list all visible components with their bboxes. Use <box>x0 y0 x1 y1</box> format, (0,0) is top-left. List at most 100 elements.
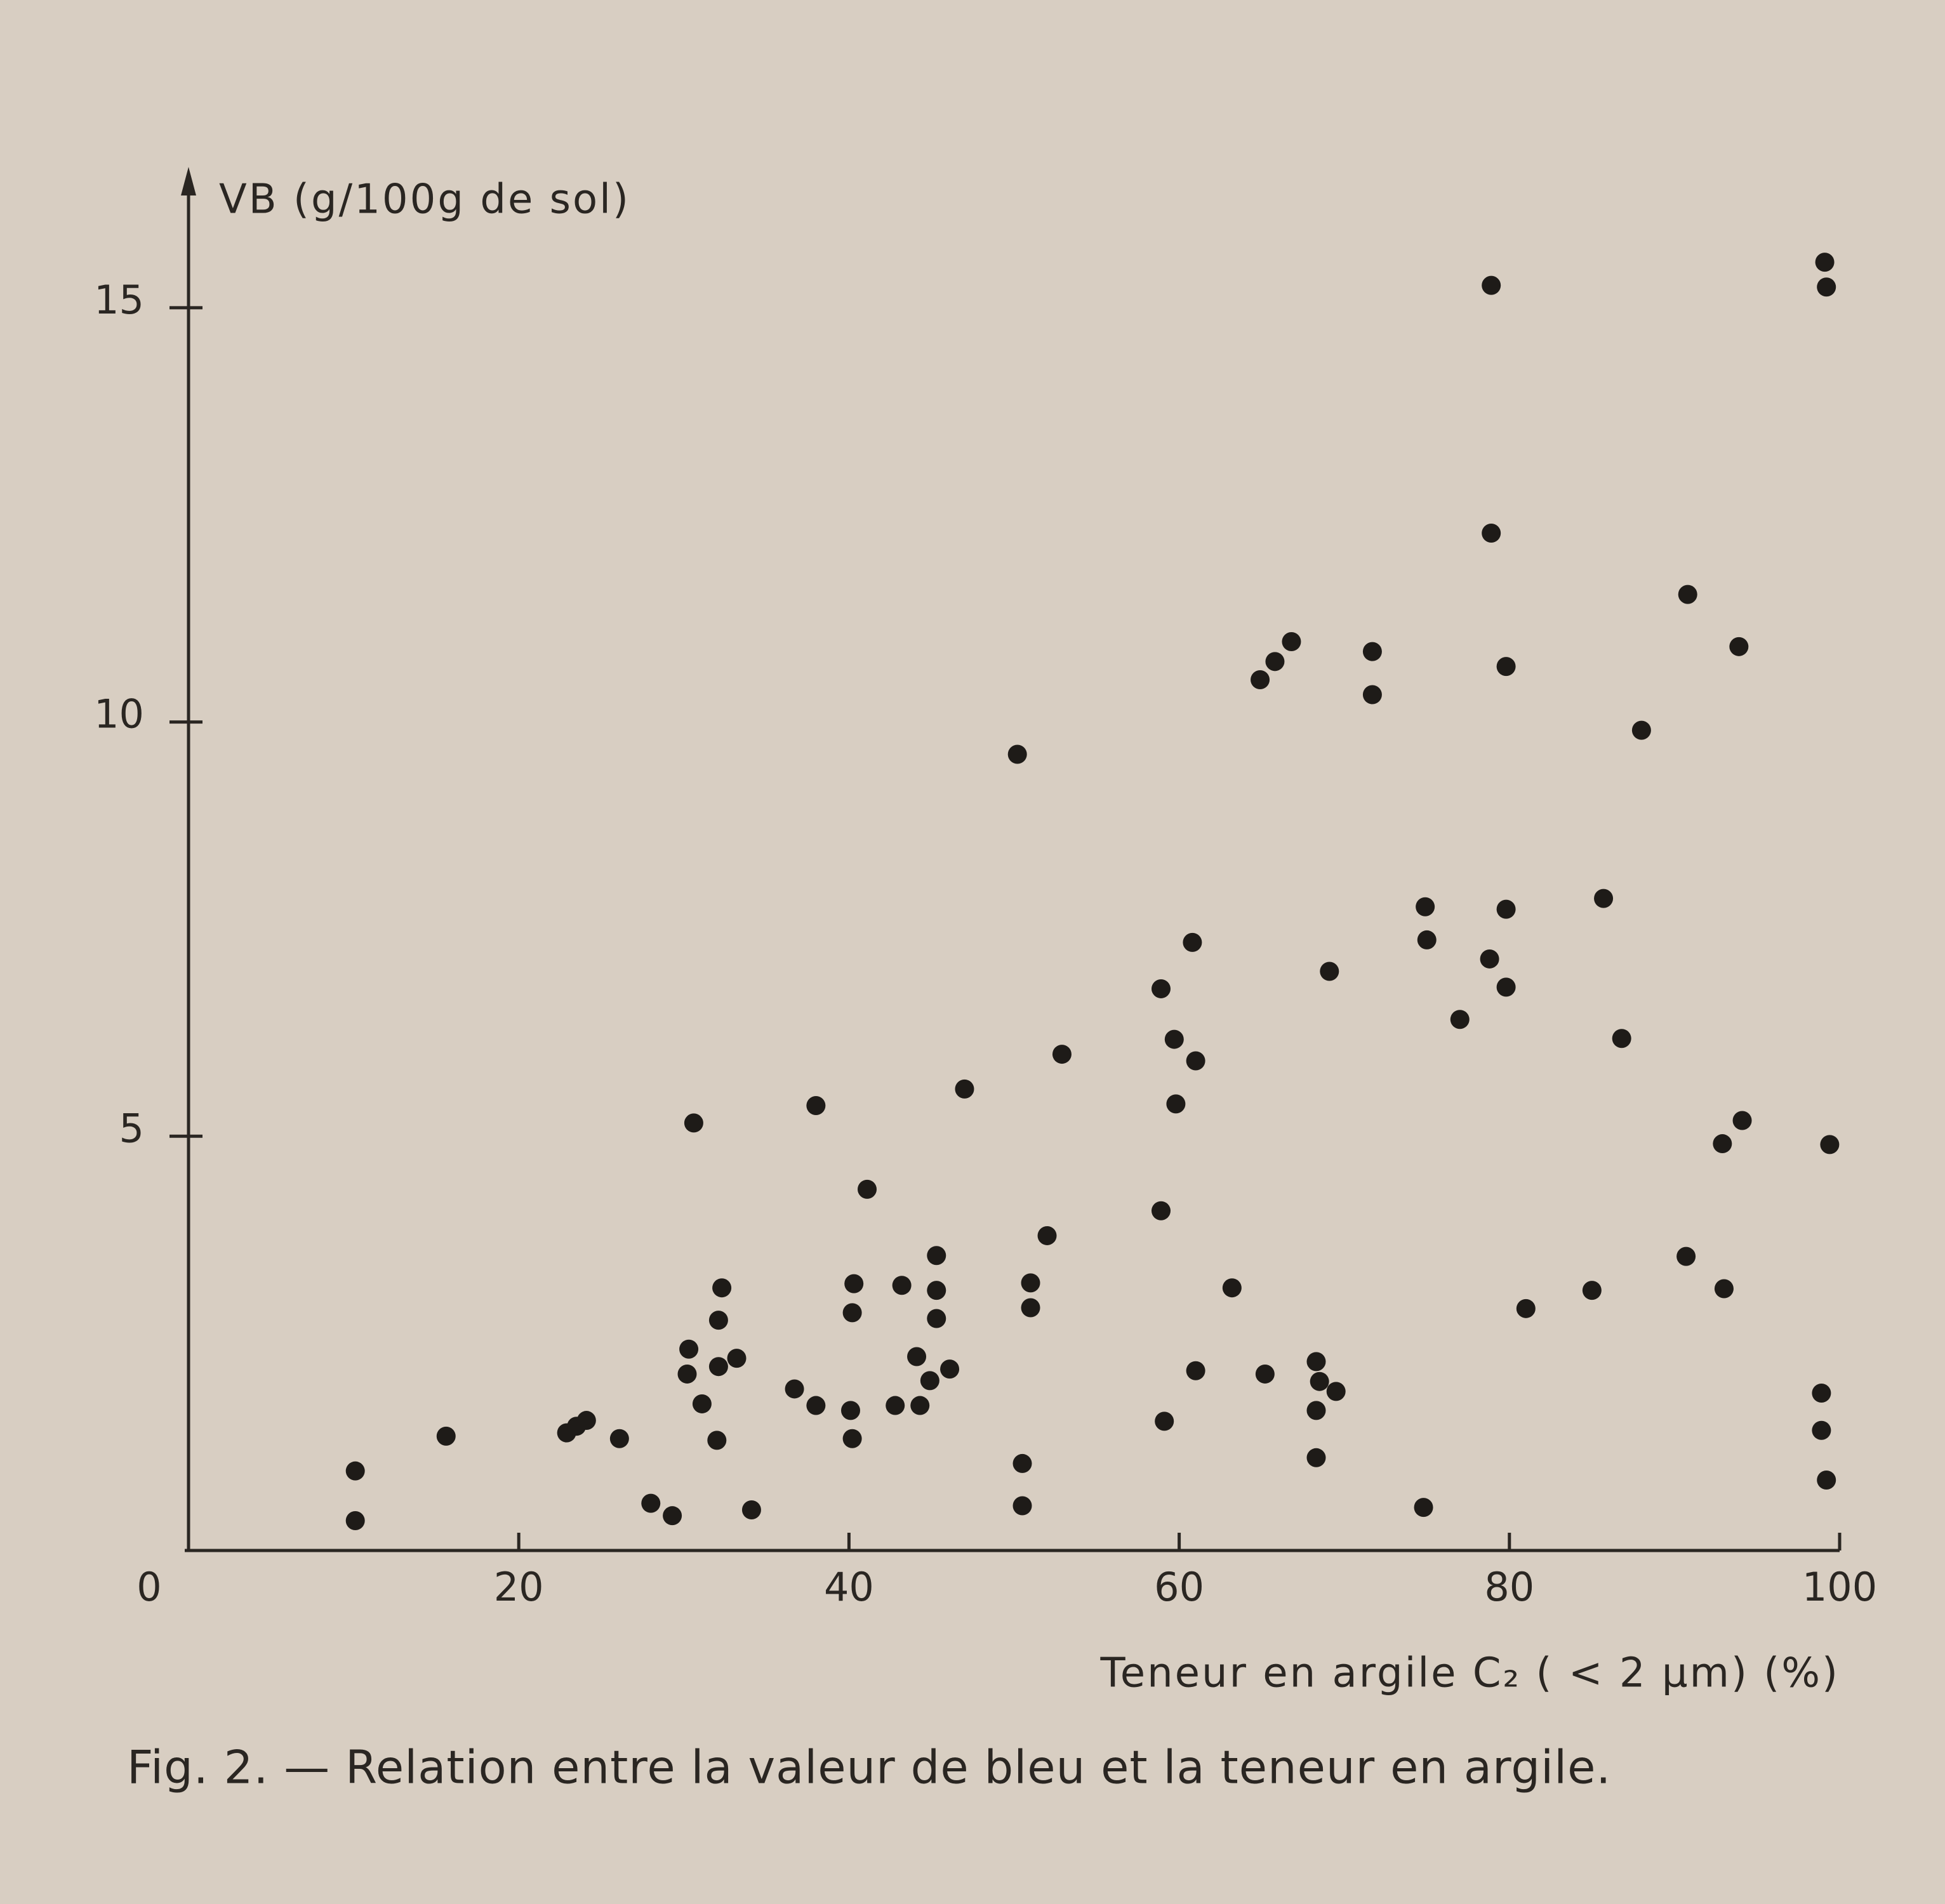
y-tick-label: 10 <box>94 691 144 737</box>
data-point <box>1416 897 1435 916</box>
data-point <box>692 1394 712 1413</box>
data-point <box>1713 1134 1732 1154</box>
data-point <box>1676 1246 1696 1266</box>
data-point <box>844 1274 864 1293</box>
data-point <box>1037 1226 1057 1245</box>
data-point <box>1186 1051 1205 1071</box>
data-point <box>927 1246 946 1266</box>
data-point <box>345 1461 365 1481</box>
data-point <box>1183 932 1202 952</box>
data-point <box>1007 744 1027 764</box>
data-point <box>679 1339 699 1359</box>
data-point <box>1714 1279 1734 1299</box>
data-point <box>1021 1298 1040 1318</box>
data-point <box>1151 1201 1171 1220</box>
data-point <box>1306 1401 1326 1420</box>
y-axis-arrow <box>181 167 196 195</box>
data-point <box>1166 1094 1186 1114</box>
data-point <box>1516 1299 1536 1318</box>
data-point <box>1817 1471 1836 1490</box>
data-point <box>1310 1372 1329 1391</box>
data-point <box>1186 1361 1205 1380</box>
data-point <box>345 1511 365 1531</box>
x-tick-label: 100 <box>1802 1564 1877 1610</box>
x-tick-label: 60 <box>1154 1564 1204 1610</box>
data-point <box>1251 670 1270 690</box>
data-point <box>1820 1135 1840 1154</box>
data-point <box>1480 949 1499 969</box>
x-axis-title: Teneur en argile C₂ ( < 2 µm) (%) <box>1100 1650 1840 1697</box>
data-point <box>1678 585 1697 604</box>
x-tick-label: 40 <box>824 1564 874 1610</box>
data-point <box>1482 523 1501 543</box>
data-point <box>1729 637 1749 656</box>
data-point <box>1812 1420 1831 1440</box>
data-point <box>785 1379 804 1399</box>
data-point <box>684 1113 703 1133</box>
data-point <box>1151 979 1171 998</box>
data-point <box>1326 1382 1346 1401</box>
data-point <box>708 1357 728 1377</box>
data-point <box>1320 962 1339 981</box>
data-point <box>1012 1496 1032 1516</box>
data-point <box>927 1309 946 1328</box>
data-point <box>1496 899 1516 919</box>
data-point <box>892 1276 912 1295</box>
data-point <box>1496 657 1516 677</box>
x-tick-label: 80 <box>1484 1564 1534 1610</box>
data-point <box>940 1359 960 1379</box>
data-point <box>1306 1448 1326 1467</box>
data-point <box>1417 930 1437 949</box>
data-point <box>1815 253 1835 272</box>
data-point <box>1817 277 1836 297</box>
data-point <box>1265 652 1285 671</box>
data-point <box>1631 720 1651 740</box>
data-point <box>1582 1281 1602 1300</box>
data-point <box>708 1311 728 1330</box>
data-point <box>1255 1364 1275 1384</box>
data-point <box>1482 275 1501 295</box>
x-tick-label: 20 <box>494 1564 544 1610</box>
data-point <box>1450 1010 1470 1029</box>
data-point <box>1594 889 1614 908</box>
data-point <box>806 1396 826 1415</box>
data-point <box>576 1411 596 1431</box>
data-point <box>1012 1453 1032 1473</box>
data-point <box>1306 1352 1326 1372</box>
data-point <box>707 1431 727 1450</box>
data-point <box>955 1079 974 1099</box>
data-point <box>1362 642 1382 661</box>
data-point <box>1362 685 1382 704</box>
data-point <box>841 1401 861 1420</box>
y-tick-label: 15 <box>94 277 144 323</box>
data-point <box>910 1396 930 1415</box>
data-point <box>842 1429 862 1448</box>
x-tick-label: 0 <box>136 1564 161 1610</box>
data-point <box>1155 1411 1174 1431</box>
data-point <box>436 1426 456 1446</box>
data-point <box>641 1493 661 1513</box>
data-point <box>1021 1273 1040 1293</box>
caption: Fig. 2. — Relation entre la valeur de bl… <box>127 1741 1611 1794</box>
data-point <box>1164 1029 1184 1049</box>
data-point <box>1052 1045 1072 1064</box>
data-point <box>712 1278 732 1298</box>
data-point <box>741 1500 761 1520</box>
data-point <box>1612 1029 1631 1048</box>
data-point <box>1222 1278 1242 1298</box>
data-point <box>677 1364 697 1384</box>
data-point <box>920 1371 939 1391</box>
y-axis-title: VB (g/100g de sol) <box>219 176 630 223</box>
data-point <box>609 1429 629 1448</box>
data-point <box>1732 1111 1752 1130</box>
data-point <box>1282 631 1301 651</box>
data-point <box>886 1396 905 1415</box>
data-point <box>1496 977 1516 997</box>
data-point <box>858 1179 877 1199</box>
data-point <box>806 1096 826 1116</box>
data-point <box>1414 1498 1433 1517</box>
data-point <box>907 1347 927 1366</box>
data-point <box>663 1506 682 1526</box>
y-tick-label: 5 <box>119 1105 144 1151</box>
